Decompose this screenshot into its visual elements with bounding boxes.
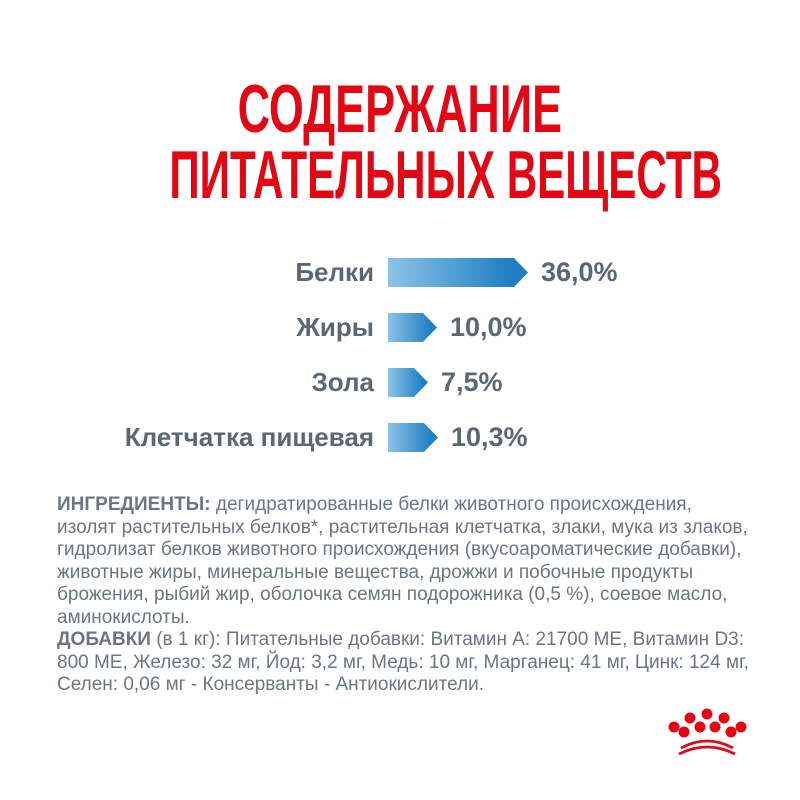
- chart-bar: [388, 368, 428, 397]
- chart-row-fats: Жиры 10,0%: [0, 312, 800, 342]
- chart-row-label: Белки: [295, 257, 374, 287]
- chart-bar: [388, 313, 437, 342]
- chart-row-ash: Зола 7,5%: [0, 367, 800, 397]
- chart-row-value: 10,0%: [450, 312, 527, 342]
- crown-dots: [668, 708, 747, 738]
- additives-paragraph: ДОБАВКИ (в 1 кг): Питательные добавки: В…: [57, 629, 751, 697]
- additives-body: (в 1 кг): Питательные добавки: Витамин A…: [57, 629, 749, 695]
- page-title-line-2: ПИТАТЕЛЬНЫХ ВЕЩЕСТВ: [169, 137, 722, 213]
- chart-row-proteins: Белки 36,0%: [0, 257, 800, 287]
- ingredients-body: дегидратированные белки животного происх…: [57, 494, 748, 628]
- chart-row-value: 7,5%: [441, 367, 503, 397]
- ingredients-heading: ИНГРЕДИЕНТЫ:: [57, 494, 211, 515]
- composition-text-block: ИНГРЕДИЕНТЫ: дегидратированные белки жив…: [57, 494, 751, 697]
- ingredients-paragraph: ИНГРЕДИЕНТЫ: дегидратированные белки жив…: [57, 494, 751, 629]
- royal-canin-crown-logo: [668, 708, 747, 756]
- nutrient-bar-chart: Белки 36,0% Жиры 10,0% Зола 7,5% Клетчат…: [0, 257, 800, 478]
- chart-row-label: Клетчатка пищевая: [124, 422, 374, 452]
- chart-bar: [388, 258, 528, 287]
- additives-heading: ДОБАВКИ: [57, 629, 151, 650]
- page-title: СОДЕРЖАНИЕ ПИТАТЕЛЬНЫХ ВЕЩЕСТВ: [0, 71, 800, 213]
- chart-bar: [388, 423, 438, 452]
- chart-row-dietary-fiber: Клетчатка пищевая 10,3%: [0, 422, 800, 452]
- chart-row-value: 10,3%: [451, 422, 528, 452]
- chart-row-label: Жиры: [296, 312, 374, 342]
- chart-row-label: Зола: [311, 367, 375, 397]
- crown-bands: [678, 739, 736, 756]
- chart-row-value: 36,0%: [541, 257, 618, 287]
- page-title-line-1: СОДЕРЖАНИЕ: [237, 71, 563, 147]
